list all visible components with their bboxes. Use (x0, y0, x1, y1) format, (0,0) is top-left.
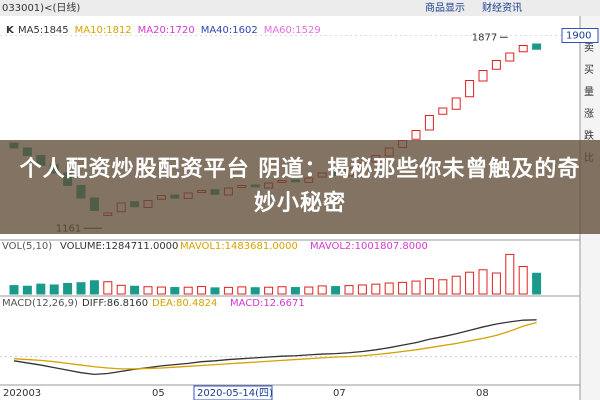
menu-item[interactable]: 商品显示 (425, 1, 465, 14)
volume-bar (156, 286, 166, 295)
banner: 个人配资炒股配资平台 阴道：揭秘那些你未曾触及的奇妙小秘密 (0, 140, 600, 234)
volume-bar (398, 281, 408, 295)
volume-bar (76, 282, 86, 295)
volume-bar (9, 285, 19, 295)
volume-bar (89, 280, 99, 295)
volume-bar (438, 279, 448, 295)
tick-box (561, 28, 599, 43)
volume-bar (331, 286, 341, 295)
x-label: 05 (152, 388, 165, 399)
volume-bar (116, 284, 126, 295)
volume-bar (223, 286, 233, 295)
top-bar (0, 0, 600, 16)
vol-label: VOLUME:1284711.0000 (60, 241, 178, 252)
volume-bar (424, 278, 434, 295)
volume-bar (183, 286, 193, 295)
volume-bar (304, 286, 314, 295)
candle (451, 97, 461, 110)
ma-label: MA40:1602 (201, 25, 258, 36)
macd-label: DEA:80.4824 (152, 298, 217, 309)
candle (478, 70, 488, 82)
candle (518, 45, 528, 53)
x-label: 08 (476, 388, 489, 399)
volume-bar (344, 285, 354, 295)
side-button[interactable]: 跌 (584, 129, 594, 142)
candle (424, 115, 434, 131)
volume-bar (518, 266, 528, 295)
volume-bar (478, 269, 488, 295)
menu-item[interactable]: 财经资讯 (482, 1, 522, 14)
volume-bar (264, 286, 274, 295)
ma-label: MA20:1720 (138, 25, 195, 36)
volume-bar (130, 285, 140, 295)
volume-bar (384, 282, 394, 295)
volume-bar (36, 283, 46, 295)
volume-bar (49, 284, 59, 295)
x-label: 07 (333, 388, 346, 399)
vol-label: VOL(5,10) (2, 241, 52, 252)
candle (505, 52, 515, 62)
vol-label: MAVOL1:1483681.0000 (180, 241, 298, 252)
volume-bar (277, 286, 287, 295)
volume-bar (197, 286, 207, 295)
volume-bar (290, 287, 300, 295)
volume-bar (491, 272, 501, 295)
volume-bar (143, 286, 153, 295)
vol-label: MAVOL2:1001807.8000 (310, 241, 428, 252)
volume-bar (371, 283, 381, 295)
ma-label: MA5:1845 (18, 25, 69, 36)
macd-label: DIFF:86.8160 (82, 298, 148, 309)
volume-bar (505, 253, 515, 295)
k-label: K (6, 25, 15, 36)
macd-line (13, 319, 537, 376)
side-button[interactable]: 涨 (584, 108, 594, 120)
volume-bar (22, 285, 32, 295)
code: 033001)<(日线) (2, 1, 80, 14)
ma-label: MA60:1529 (264, 25, 321, 36)
x-label: 202003 (3, 388, 41, 399)
macd-label: MACD:12.6671 (230, 298, 305, 309)
volume-bar (237, 286, 247, 295)
y-tick-label: 1900 (566, 31, 591, 42)
volume-bar (63, 283, 73, 295)
volume-bar (451, 275, 461, 295)
volume-bar (317, 285, 327, 295)
high-label: 1877 (472, 32, 497, 43)
volume-bar (532, 272, 542, 295)
side-button[interactable]: 卖 (584, 42, 594, 54)
volume-bar (250, 287, 260, 295)
side-button[interactable]: 买 (584, 64, 594, 76)
candle (465, 80, 475, 98)
macd-label: MACD(12,26,9) (2, 298, 78, 309)
volume-bar (210, 287, 220, 295)
volume-bar (411, 280, 421, 295)
candle (491, 60, 501, 70)
candle (532, 43, 542, 50)
banner-text: 个人配资炒股配资平台 阴道：揭秘那些你未曾触及的奇妙小秘密 (19, 157, 581, 216)
volume-bar (103, 281, 113, 295)
candle (411, 130, 421, 140)
volume-bar (357, 284, 367, 295)
date-box (193, 385, 273, 400)
volume-bar (170, 287, 180, 295)
macd-line (13, 321, 537, 370)
ma-label: MA10:1812 (75, 25, 132, 36)
candle (438, 107, 448, 115)
x-label: 2020-05-14(四) (197, 388, 273, 399)
volume-bar (465, 271, 475, 295)
side-button[interactable]: 量 (584, 86, 594, 98)
